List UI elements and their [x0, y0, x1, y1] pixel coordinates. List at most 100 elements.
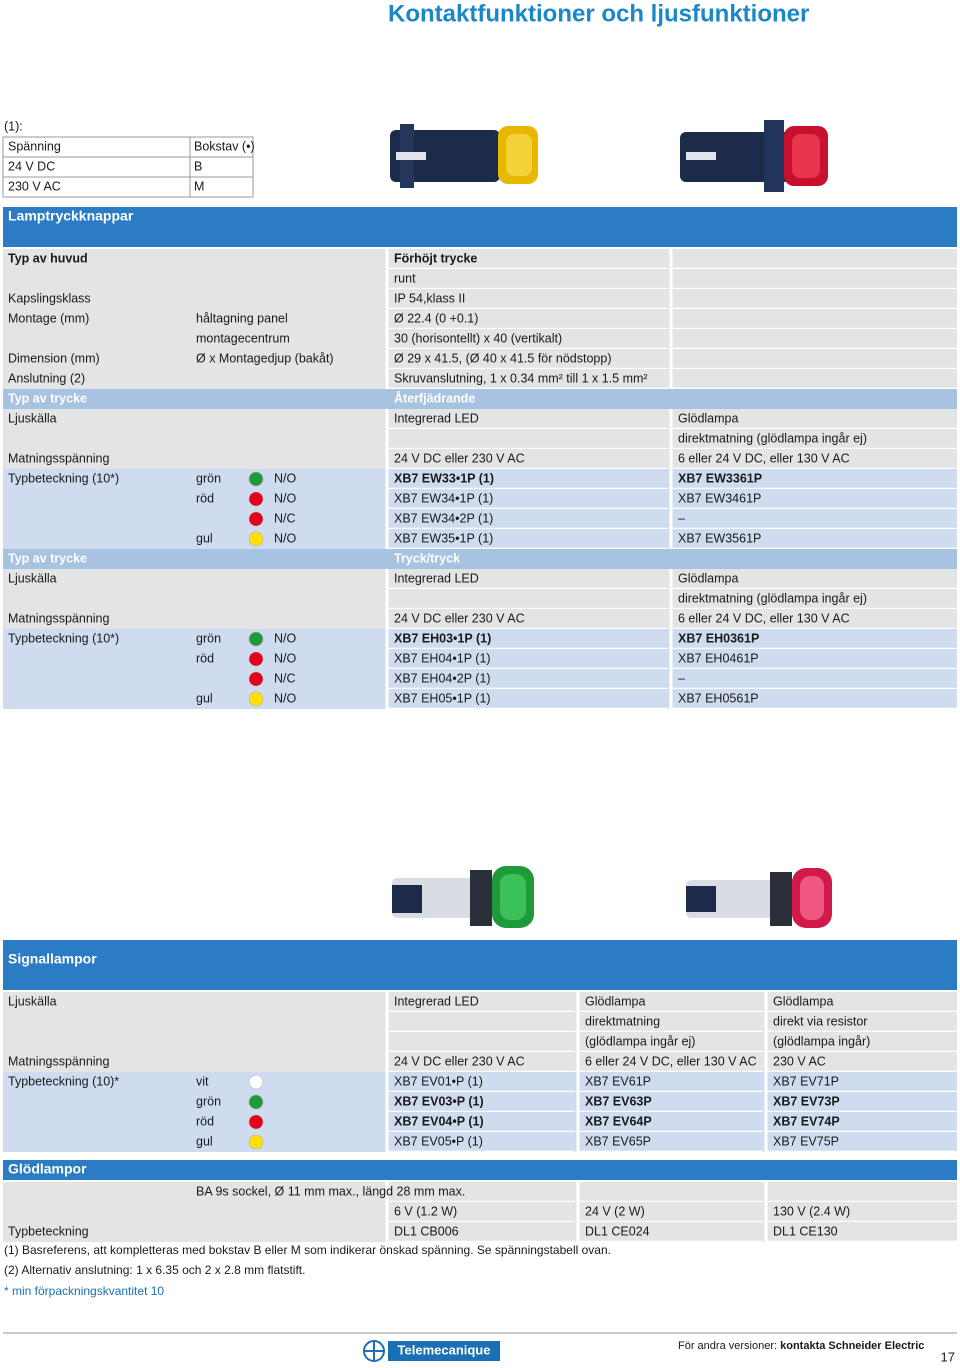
- table-cell: N/O: [274, 691, 297, 705]
- table-cell: –: [678, 671, 685, 685]
- table-cell: Typ av huvud: [8, 251, 88, 265]
- table-cell: Ø 29 x 41.5, (Ø 40 x 41.5 för nödstopp): [394, 351, 612, 365]
- table-cell: Typbeteckning (10)*: [8, 1074, 119, 1088]
- footnote: (1) Basreferens, att kompletteras med bo…: [4, 1243, 611, 1257]
- table-cell: Glödlampa: [678, 411, 738, 425]
- table-cell: direkt via resistor: [773, 1014, 867, 1028]
- row-background: [3, 409, 957, 429]
- row-background: [3, 649, 957, 669]
- table-cell: XB7 EW34•1P (1): [394, 491, 493, 505]
- table-cell: N/O: [274, 471, 297, 485]
- page-number: 17: [941, 1349, 955, 1364]
- table-cell: Montage (mm): [8, 311, 89, 325]
- row-background: [3, 1032, 957, 1052]
- row-background: [3, 1132, 957, 1152]
- table-cell: Typbeteckning (10*): [8, 631, 119, 645]
- table-cell: Glödlampa: [773, 994, 833, 1008]
- table-cell: 6 eller 24 V DC, eller 130 V AC: [678, 611, 850, 625]
- table-cell: (glödlampa ingår ej): [585, 1034, 695, 1048]
- table-cell: DL1 CB006: [394, 1224, 459, 1238]
- table-cell: XB7 EV01•P (1): [394, 1074, 483, 1088]
- indicator-light: [248, 691, 264, 707]
- table-cell: IP 54,klass II: [394, 291, 465, 305]
- table-cell: montagecentrum: [196, 331, 290, 345]
- table-cell: XB7 EW3461P: [678, 491, 761, 505]
- row-background: [3, 589, 957, 609]
- footnote-note: * min förpackningskvantitet 10: [4, 1284, 164, 1298]
- row-background: [3, 1202, 957, 1222]
- product-image-yellow: [390, 124, 538, 188]
- table-cell: XB7 EW33•1P (1): [394, 471, 494, 485]
- row-background: [3, 549, 957, 569]
- table-cell: gul: [196, 1134, 213, 1148]
- table-cell: Anslutning (2): [8, 371, 85, 385]
- footer-contact: För andra versioner: kontakta Schneider …: [678, 1340, 924, 1352]
- row-background: [3, 249, 957, 269]
- table-cell: Matningsspänning: [8, 1054, 110, 1068]
- table-cell: 230 V AC: [8, 179, 61, 193]
- row-background: [3, 369, 957, 389]
- table-cell: N/C: [274, 511, 296, 525]
- table-cell: Dimension (mm): [8, 351, 100, 365]
- table-cell: 30 (horisontellt) x 40 (vertikalt): [394, 331, 562, 345]
- table-cell: 230 V AC: [773, 1054, 826, 1068]
- indicator-light: [248, 491, 264, 507]
- table-cell: röd: [196, 491, 214, 505]
- table-cell: grön: [196, 631, 221, 645]
- table-cell: Ljuskälla: [8, 571, 57, 585]
- table-cell: Ø 22.4 (0 +0.1): [394, 311, 478, 325]
- table-cell: 6 eller 24 V DC, eller 130 V AC: [585, 1054, 757, 1068]
- table-cell: grön: [196, 471, 221, 485]
- section-header-bar: [3, 940, 957, 990]
- table-cell: direktmatning (glödlampa ingår ej): [678, 431, 867, 445]
- table-cell: N/O: [274, 651, 297, 665]
- section-header-bar: [3, 207, 957, 247]
- table-cell: 24 V (2 W): [585, 1204, 645, 1218]
- brand-name: Telemecanique: [398, 1342, 491, 1357]
- indicator-light: [248, 531, 264, 547]
- indicator-light: [248, 471, 264, 487]
- row-background: [3, 1182, 957, 1202]
- table-cell: B: [194, 159, 202, 173]
- brand-logo: Telemecanique: [363, 1340, 500, 1362]
- row-background: [3, 1092, 957, 1112]
- table-cell: Återfjädrande: [394, 390, 475, 405]
- table-cell: XB7 EW3561P: [678, 531, 761, 545]
- row-background: [3, 669, 957, 689]
- table-cell: gul: [196, 691, 213, 705]
- indicator-light: [248, 651, 264, 667]
- table-cell: Typbeteckning (10*): [8, 471, 119, 485]
- row-background: [3, 689, 957, 709]
- table-cell: gul: [196, 531, 213, 545]
- table-cell: XB7 EV64P: [585, 1114, 652, 1128]
- table-cell: XB7 EH04•2P (1): [394, 671, 491, 685]
- table-cell: Spänning: [8, 139, 61, 153]
- section-header-bar: [3, 1160, 957, 1180]
- page-title: Kontaktfunktioner och ljusfunktioner: [388, 0, 809, 27]
- row-background: [3, 609, 957, 629]
- table-cell: XB7 EH05•1P (1): [394, 691, 491, 705]
- table-cell: 24 V DC eller 230 V AC: [394, 451, 525, 465]
- table-cell: Typ av trycke: [8, 551, 87, 565]
- product-image-red: [680, 120, 828, 192]
- table-cell: N/O: [274, 531, 297, 545]
- indicator-light: [248, 1114, 264, 1130]
- table-cell: XB7 EV63P: [585, 1094, 652, 1108]
- table-cell: runt: [394, 271, 416, 285]
- table-cell: XB7 EV05•P (1): [394, 1134, 483, 1148]
- table-caption: (1):: [4, 119, 23, 133]
- section-header: Glödlampor: [8, 1161, 87, 1177]
- row-background: [3, 569, 957, 589]
- indicator-light: [248, 1094, 264, 1110]
- row-background: [3, 469, 957, 489]
- row-background: [3, 489, 957, 509]
- table-cell: Typ av trycke: [8, 391, 87, 405]
- table-cell: Integrerad LED: [394, 571, 479, 585]
- table-cell: röd: [196, 1114, 214, 1128]
- table-cell: Glödlampa: [678, 571, 738, 585]
- row-background: [3, 1052, 957, 1072]
- table-cell: XB7 EV65P: [585, 1134, 651, 1148]
- row-background: [3, 1222, 957, 1242]
- contact-text: kontakta Schneider Electric: [780, 1340, 924, 1352]
